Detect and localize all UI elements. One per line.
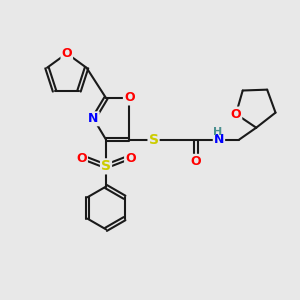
Text: S: S	[148, 133, 159, 147]
Text: S: S	[101, 159, 111, 173]
Text: O: O	[125, 152, 136, 165]
Text: O: O	[231, 107, 241, 121]
Text: O: O	[191, 155, 201, 168]
Text: O: O	[61, 47, 72, 60]
Text: O: O	[76, 152, 87, 165]
Text: N: N	[88, 112, 99, 125]
Text: N: N	[214, 133, 224, 146]
Text: H: H	[213, 127, 222, 137]
Text: O: O	[124, 92, 134, 104]
